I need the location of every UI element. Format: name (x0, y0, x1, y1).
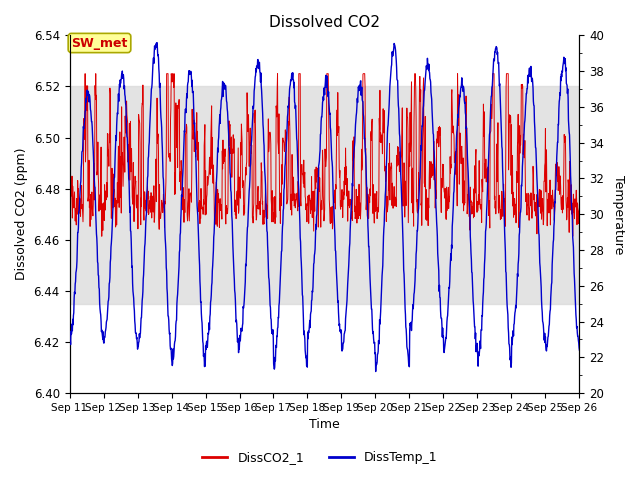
Title: Dissolved CO2: Dissolved CO2 (269, 15, 380, 30)
Legend: DissCO2_1, DissTemp_1: DissCO2_1, DissTemp_1 (197, 446, 443, 469)
Bar (70, 86, 579, 304)
Y-axis label: Temperature: Temperature (612, 175, 625, 254)
Y-axis label: Dissolved CO2 (ppm): Dissolved CO2 (ppm) (15, 148, 28, 280)
X-axis label: Time: Time (309, 419, 340, 432)
Text: SW_met: SW_met (71, 36, 127, 49)
